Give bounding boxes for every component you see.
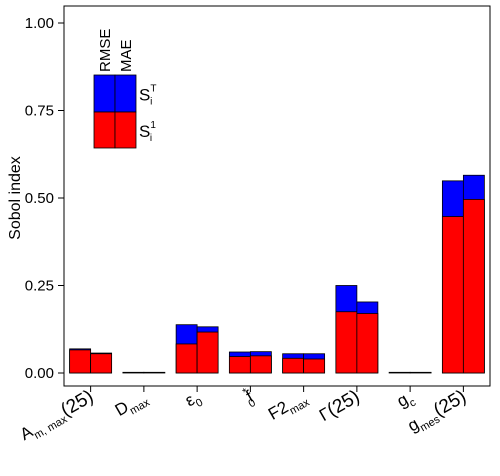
bar-total-rmse [388,371,411,374]
legend-swatch [114,111,137,149]
bar-total-mae [143,371,166,374]
bar-first-order-mae [249,355,272,374]
y-tick-label: 1.00 [25,15,54,32]
x-tick-label: Γ(25) [315,386,363,426]
bar-first-order-rmse [282,357,305,374]
legend-entry-label: ST i [139,84,156,108]
y-axis-title: Sobol index [7,156,24,240]
x-tick-label: gmes(25) [404,386,471,439]
x-tick-label: ε0 [182,387,205,414]
y-tick-label: 0.50 [25,190,54,207]
bar-total-mae [409,371,432,374]
x-tick-label: Am, max(25) [16,386,98,447]
plot-frame [63,5,491,387]
legend-column-label: RMSE [97,29,114,72]
y-tick-label: 0.75 [25,103,54,120]
y-tick-label: 0.00 [25,365,54,382]
y-tick-label: 0.25 [25,278,54,295]
x-tick-label: Dmax [112,387,153,424]
x-axis: Am, max(25) Dmax ε0 f*0 F2max Γ(25) gc gme… [16,385,471,447]
legend-column-label: MAE [118,39,135,72]
bars [69,174,485,374]
legend-swatch [114,74,137,113]
bar-first-order-rmse [228,356,251,374]
bar-first-order-mae [303,358,326,374]
bar-first-order-mae [356,313,379,374]
bar-first-order-rmse [441,216,464,374]
bar-first-order-mae [462,198,485,374]
bar-total-rmse [122,371,145,374]
y-axis: 0.00 0.25 0.50 0.75 1.00 [25,15,64,382]
x-tick-label: f*0 [240,385,259,410]
bar-first-order-mae [196,331,219,374]
x-tick-label: F2max [265,387,312,427]
legend-entry-label: S1 i [139,120,156,144]
x-tick-label: gc [394,387,419,415]
bar-first-order-rmse [335,311,358,374]
bar-first-order-mae [90,353,113,374]
legend-swatch [93,74,116,113]
bar-first-order-rmse [175,343,198,374]
legend-swatch [93,111,116,149]
bar-first-order-rmse [69,349,92,374]
